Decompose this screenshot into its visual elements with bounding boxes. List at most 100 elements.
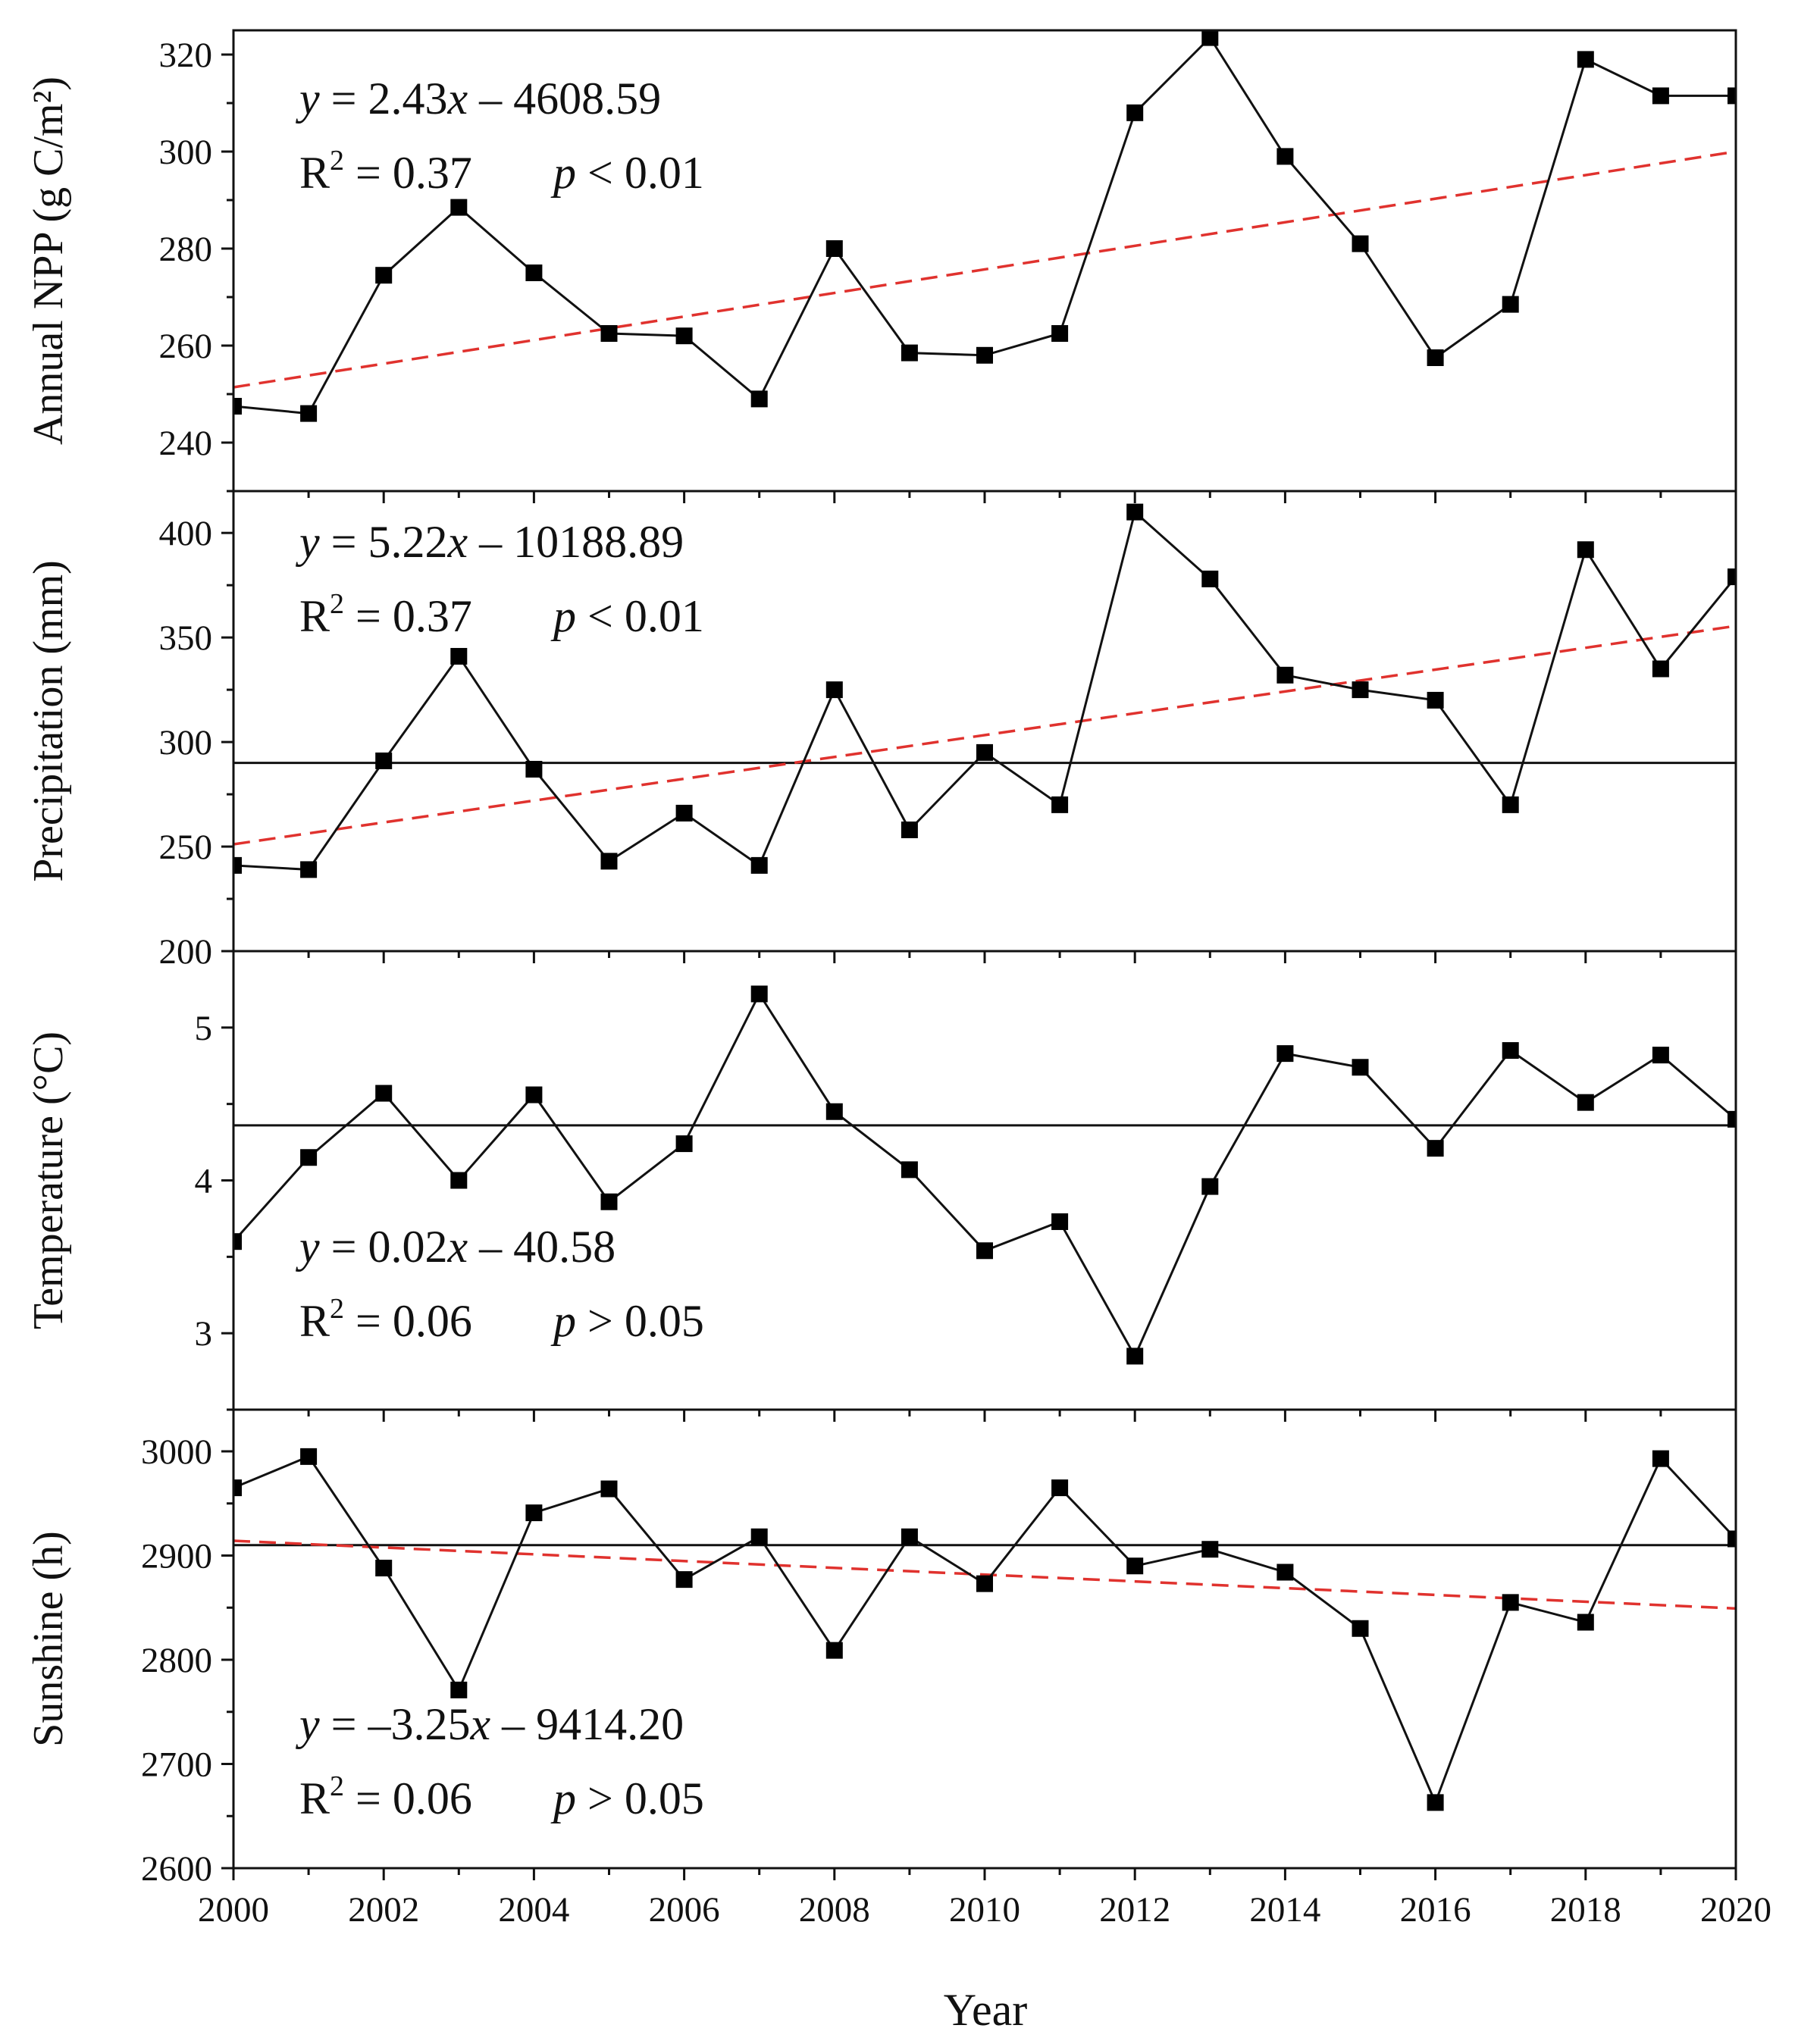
- y-tick-label: 300: [159, 723, 213, 762]
- y-axis-label: Annual NPP (g C/m²): [25, 77, 72, 445]
- x-tick-label: 2020: [1700, 1890, 1771, 1930]
- data-point: [976, 1242, 993, 1260]
- trend-line: [233, 624, 1736, 846]
- plot-area: [233, 503, 1736, 878]
- data-point: [675, 804, 693, 822]
- y-tick-label: 2700: [141, 1745, 212, 1785]
- data-point: [1352, 1620, 1369, 1637]
- p-value: < 0.01: [576, 148, 704, 198]
- eq-coefficient: = 2.43: [320, 74, 448, 124]
- r-symbol: R: [299, 1296, 330, 1346]
- data-point: [1502, 1042, 1519, 1060]
- plot-area: [233, 985, 1736, 1365]
- data-point: [1201, 1541, 1219, 1558]
- y-axis-label: Sunshine (h): [25, 1531, 72, 1747]
- p-symbol: p: [550, 1773, 576, 1823]
- data-point: [1276, 148, 1294, 165]
- panel-4: 2600 2700 2800 2900 3000 Sunshine (h) y = –3.2…: [25, 1408, 1737, 1889]
- x-tick-label: 2006: [649, 1890, 720, 1930]
- regression-equation: y = 2.43x – 4608.59: [295, 74, 661, 124]
- r-squared-text: R2 = 0.06: [299, 1293, 472, 1346]
- x-tick-label: 2012: [1099, 1890, 1170, 1930]
- data-point: [675, 1571, 693, 1589]
- data-point: [1126, 503, 1144, 521]
- r-value: = 0.37: [344, 148, 472, 198]
- data-point: [450, 1172, 468, 1189]
- p-value: < 0.01: [576, 591, 704, 641]
- data-point: [525, 1504, 543, 1522]
- data-series-line: [233, 1455, 1736, 1806]
- data-point: [233, 1479, 242, 1497]
- y-axis-label: Temperature (°C): [25, 1031, 72, 1329]
- data-point: [300, 861, 318, 878]
- data-point: [1728, 87, 1736, 105]
- x-tick-label: 2014: [1249, 1890, 1320, 1930]
- eq-x-symbol: x: [446, 517, 468, 567]
- x-tick-label: 2010: [949, 1890, 1020, 1930]
- data-point: [825, 1103, 843, 1120]
- eq-intercept: – 10188.89: [468, 517, 684, 567]
- data-point: [525, 760, 543, 778]
- data-point: [1352, 1059, 1369, 1076]
- y-tick-label: 260: [159, 327, 213, 366]
- r-value: = 0.06: [344, 1296, 472, 1346]
- r-symbol: R: [299, 591, 330, 641]
- y-tick-label: 3000: [141, 1432, 212, 1472]
- data-point: [375, 752, 393, 769]
- data-point: [1276, 1045, 1294, 1063]
- x-tick-label: 2018: [1550, 1890, 1621, 1930]
- data-point: [600, 1480, 618, 1498]
- regression-annotation: y = 0.02x – 40.58 R2 = 0.06 p > 0.05: [295, 1222, 704, 1346]
- data-point: [1652, 87, 1669, 105]
- data-point: [233, 856, 242, 874]
- data-point: [976, 1575, 993, 1592]
- panel-3: 3 4 5 Temperature (°C) y = 0.02x – 40.58 R2 =…: [25, 950, 1737, 1411]
- r-symbol: R: [299, 1773, 330, 1823]
- data-point: [1427, 1140, 1444, 1157]
- data-point: [976, 346, 993, 364]
- regression-equation: y = –3.25x – 9414.20: [295, 1699, 684, 1749]
- r-superscript: 2: [330, 1293, 344, 1325]
- data-point: [901, 1161, 918, 1179]
- data-point: [450, 199, 468, 216]
- data-point: [750, 985, 768, 1003]
- data-point: [300, 405, 318, 422]
- data-point: [375, 1085, 393, 1102]
- x-axis: 2000 2002 2004 2006 2008 2010 2012 2014 2016 2018…: [198, 491, 1771, 1930]
- data-point: [1352, 235, 1369, 252]
- p-symbol: p: [550, 591, 576, 641]
- eq-coefficient: = 5.22: [320, 517, 448, 567]
- p-value: > 0.05: [576, 1773, 704, 1823]
- data-point: [1201, 570, 1219, 587]
- eq-intercept: – 4608.59: [468, 74, 661, 124]
- plot-area: [233, 1448, 1736, 1811]
- data-point: [1502, 1594, 1519, 1611]
- data-point: [825, 681, 843, 699]
- p-symbol: p: [550, 148, 576, 198]
- data-point: [1728, 1110, 1736, 1128]
- eq-x-symbol: x: [446, 1222, 468, 1272]
- eq-y-symbol: y: [295, 1222, 320, 1272]
- data-point: [750, 1528, 768, 1545]
- regression-annotation: y = 2.43x – 4608.59 R2 = 0.37 p < 0.01: [295, 74, 704, 198]
- data-point: [675, 1135, 693, 1153]
- y-tick-label: 250: [159, 828, 213, 867]
- data-point: [750, 390, 768, 408]
- r-squared-text: R2 = 0.37: [299, 588, 472, 641]
- data-point: [1652, 1450, 1669, 1467]
- y-tick-label: 4: [195, 1162, 213, 1201]
- p-value: > 0.05: [576, 1296, 704, 1346]
- data-point: [1126, 1557, 1144, 1575]
- data-point: [675, 327, 693, 345]
- eq-coefficient: = –3.25: [320, 1699, 471, 1749]
- data-point: [976, 743, 993, 761]
- r-superscript: 2: [330, 1770, 344, 1802]
- data-point: [1051, 1213, 1069, 1230]
- data-point: [825, 240, 843, 257]
- data-point: [901, 1528, 918, 1545]
- data-point: [1427, 349, 1444, 366]
- data-point: [375, 267, 393, 284]
- eq-y-symbol: y: [295, 74, 320, 124]
- panel-2: 200 250 300 350 400 Precipitation (mm) y = 5.2…: [25, 490, 1737, 972]
